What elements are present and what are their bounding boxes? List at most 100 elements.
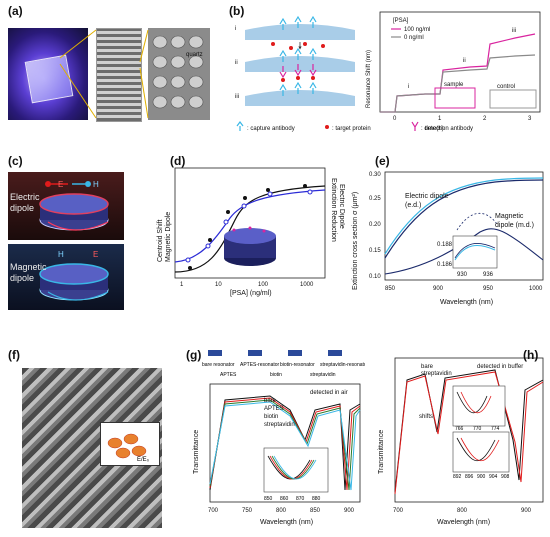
- svg-text:dipole: dipole: [10, 273, 34, 283]
- c-H-top: H: [93, 180, 99, 189]
- sem-strip: [96, 28, 142, 122]
- resonance-plot: sample control i ii iii [PSA] 100 ng/ml …: [366, 11, 541, 132]
- e-ytick-4: 0.30: [369, 172, 381, 178]
- e-inset-ytick-0: 0.188: [437, 242, 453, 248]
- step-iii: iii: [235, 94, 239, 100]
- e-xtick-1000: 1000: [529, 286, 543, 292]
- e-magnetic-label: Magnetic: [495, 213, 524, 220]
- e-xtick-850: 850: [385, 286, 396, 292]
- g-series-biotin: biotin: [264, 414, 278, 420]
- g-inset-xtick-3: 880: [312, 496, 321, 502]
- h-series-strep: streptavidin: [421, 371, 452, 377]
- h-xlabel: Wavelength (nm): [437, 519, 490, 526]
- sem-disks: quartz: [148, 28, 210, 120]
- g-xtick-900: 900: [344, 508, 355, 514]
- panel-b-svg: i ii iii : capture antibody : target pro…: [235, 11, 541, 132]
- electric-dipole-render: E H Electric dipole: [8, 172, 124, 240]
- b-xtick-3: 3: [528, 116, 532, 122]
- g-xtick-800: 800: [276, 508, 287, 514]
- e-inset-xtick-1: 936: [483, 272, 494, 278]
- h-xtick-900: 900: [521, 508, 532, 514]
- e-ylabel: Extinction cross section σ (μm²): [352, 192, 359, 290]
- g-series-bare: bare: [264, 398, 277, 404]
- legend-capture: : capture antibody: [247, 126, 295, 132]
- e-inset-xtick-0: 930: [457, 272, 468, 278]
- g-inset-xtick-1: 860: [280, 496, 289, 502]
- panel-g-label: (g): [186, 348, 202, 362]
- d-xtick-100: 100: [258, 282, 269, 288]
- panel-h: (h) bare streptavidin detected in buffer…: [365, 340, 550, 532]
- flow-biotin: biotin-resonator: [280, 362, 315, 368]
- d-xtick-1: 1: [180, 282, 184, 288]
- e-ytick-3: 0.25: [369, 196, 381, 202]
- phase-ii: ii: [463, 58, 466, 64]
- quartz-label: quartz: [186, 52, 203, 58]
- phase-iii: iii: [512, 28, 516, 34]
- h-inset2-xtick-1: 896: [465, 474, 474, 480]
- h-inset1-xtick-0: 766: [455, 426, 464, 432]
- g-legend: bare APTES biotin streptavidin: [264, 398, 295, 428]
- e-magnetic-label2: dipole (m.d.): [495, 222, 534, 229]
- sample-label: sample: [444, 82, 464, 88]
- chip-photo: [8, 28, 88, 120]
- e-electric-abbr: (e.d.): [405, 202, 421, 209]
- psa-legend-0: 0 ng/ml: [404, 35, 424, 41]
- magnetic-dipole-render: H E Magnetic dipole: [8, 244, 124, 310]
- svg-text:dipole: dipole: [10, 203, 34, 213]
- legend-detection: : detection antibody: [421, 126, 473, 132]
- h-series-bare: bare: [421, 364, 434, 370]
- panel-e: (e) Electric dipole (e.d.) Magnetic dipo…: [345, 150, 550, 310]
- d-ylabel-right: Extinction Reduction: [330, 178, 337, 242]
- psa-dose-response: [PSA] (ng/ml) 1 10 100 1000 Centroid Shi…: [157, 167, 345, 297]
- electric-dipole-label: Electric: [10, 192, 40, 202]
- h-xtick-800: 800: [457, 508, 468, 514]
- psa-legend-title: [PSA]: [393, 18, 409, 24]
- c-E-top: E: [58, 180, 63, 189]
- g-xlabel: Wavelength (nm): [260, 519, 313, 526]
- panel-e-label: (e): [375, 154, 390, 168]
- g-xtick-750: 750: [242, 508, 253, 514]
- panel-a-label: (a): [8, 4, 23, 18]
- c-H-bottom: H: [58, 250, 64, 259]
- flow-bare: bare resonator: [202, 362, 235, 368]
- g-inset-xtick-0: 850: [264, 496, 273, 502]
- e-ytick-2: 0.20: [369, 222, 381, 228]
- panel-g: (g) bare resonator APTES-resonator bioti…: [180, 340, 369, 532]
- c-E-bottom: E: [93, 250, 98, 259]
- svg-text:Magnetic Dipole: Magnetic Dipole: [165, 212, 172, 262]
- h-note: detected in buffer: [477, 364, 523, 370]
- e-xtick-950: 950: [483, 286, 494, 292]
- panel-f-label: (f): [8, 348, 20, 362]
- step-ii: ii: [235, 60, 238, 66]
- h-inset2-xtick-4: 908: [501, 474, 510, 480]
- chem-biotin: biotin: [270, 372, 282, 378]
- psa-legend-100: 100 ng/ml: [404, 27, 430, 33]
- h-inset1-xtick-1: 770: [473, 426, 482, 432]
- h-inset2-xtick-3: 904: [489, 474, 498, 480]
- d-ylabel-left: Centroid Shift: [157, 220, 164, 262]
- chem-aptes: APTES: [220, 372, 237, 378]
- e-inset-ytick-1: 0.186: [437, 262, 453, 268]
- e-electric-label: Electric dipole: [405, 193, 449, 200]
- disk-array: quartz: [152, 35, 204, 109]
- b-xlabel: time(h): [425, 126, 444, 132]
- flow-strep: streptavidin-resonator: [320, 362, 365, 368]
- d-xlabel: [PSA] (ng/ml): [230, 290, 272, 297]
- d-xtick-1000: 1000: [300, 282, 314, 288]
- panel-f: (f) E/E₀: [0, 340, 180, 532]
- extinction-plot: Electric dipole (e.d.) Magnetic dipole (…: [352, 171, 544, 306]
- phase-i: i: [408, 84, 409, 90]
- h-ylabel: Transmittance: [378, 430, 385, 474]
- panel-h-label: (h): [523, 348, 539, 362]
- h-inset1-xtick-2: 774: [491, 426, 500, 432]
- g-inset-xtick-2: 870: [296, 496, 305, 502]
- panel-b: (b) i ii iii: [225, 0, 550, 150]
- functionalization-flow: bare resonator APTES-resonator biotin-re…: [202, 350, 369, 378]
- panel-d-label: (d): [170, 154, 186, 168]
- step-i: i: [235, 26, 236, 32]
- e-ytick-1: 0.15: [369, 248, 381, 254]
- chem-strep: streptavidin: [310, 372, 336, 378]
- svg-text:Electric Dipole: Electric Dipole: [338, 184, 345, 229]
- e-xtick-900: 900: [433, 286, 444, 292]
- h-inset2-xtick-0: 892: [453, 474, 462, 480]
